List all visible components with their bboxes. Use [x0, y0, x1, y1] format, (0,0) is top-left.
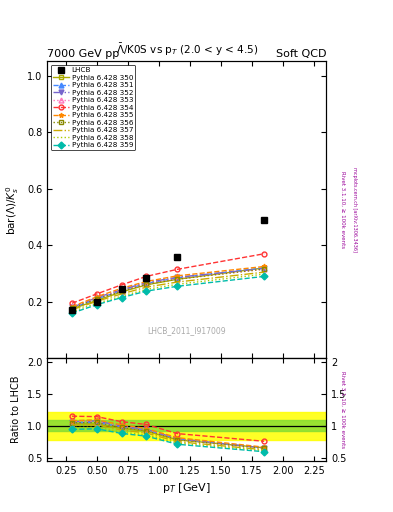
Text: mcplots.cern.ch [arXiv:1306.3436]: mcplots.cern.ch [arXiv:1306.3436]: [352, 167, 357, 252]
Y-axis label: bar$(\Lambda)/K^0_s$: bar$(\Lambda)/K^0_s$: [5, 185, 21, 234]
Text: $\bar{\Lambda}$/K0S vs p$_T$ (2.0 < y < 4.5): $\bar{\Lambda}$/K0S vs p$_T$ (2.0 < y < …: [116, 42, 258, 58]
Text: Soft QCD: Soft QCD: [276, 49, 326, 59]
Bar: [47, 420, 326, 431]
X-axis label: p$_T$ [GeV]: p$_T$ [GeV]: [162, 481, 211, 495]
Text: Rivet 3.1.10, ≥ 100k events: Rivet 3.1.10, ≥ 100k events: [340, 371, 345, 448]
Text: Rivet 3.1.10, ≥ 100k events: Rivet 3.1.10, ≥ 100k events: [340, 172, 345, 248]
Bar: [47, 412, 326, 440]
Y-axis label: Ratio to LHCB: Ratio to LHCB: [11, 376, 21, 443]
Text: LHCB_2011_I917009: LHCB_2011_I917009: [147, 326, 226, 335]
Legend: LHCB, Pythia 6.428 350, Pythia 6.428 351, Pythia 6.428 352, Pythia 6.428 353, Py: LHCB, Pythia 6.428 350, Pythia 6.428 351…: [51, 65, 135, 151]
Text: 7000 GeV pp: 7000 GeV pp: [47, 49, 119, 59]
